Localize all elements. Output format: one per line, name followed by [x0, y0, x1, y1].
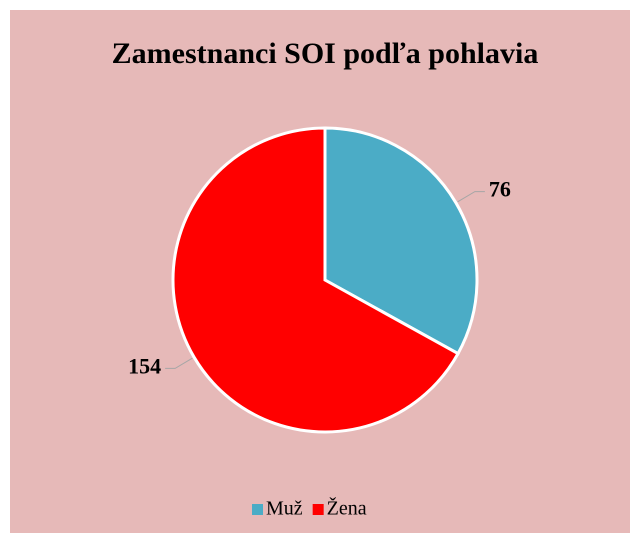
legend-swatch [252, 504, 263, 515]
chart-title: Zamestnanci SOI podľa pohlavia [112, 37, 539, 70]
data-label: 154 [128, 353, 161, 378]
leader-line [457, 191, 485, 203]
pie-slice [323, 126, 479, 356]
data-label: 76 [489, 177, 511, 202]
leader-line [165, 357, 193, 369]
pie-slice [171, 126, 461, 434]
legend-label: Muž [266, 498, 303, 520]
legend-swatch [312, 504, 324, 515]
legend-label: Žena [327, 497, 367, 520]
